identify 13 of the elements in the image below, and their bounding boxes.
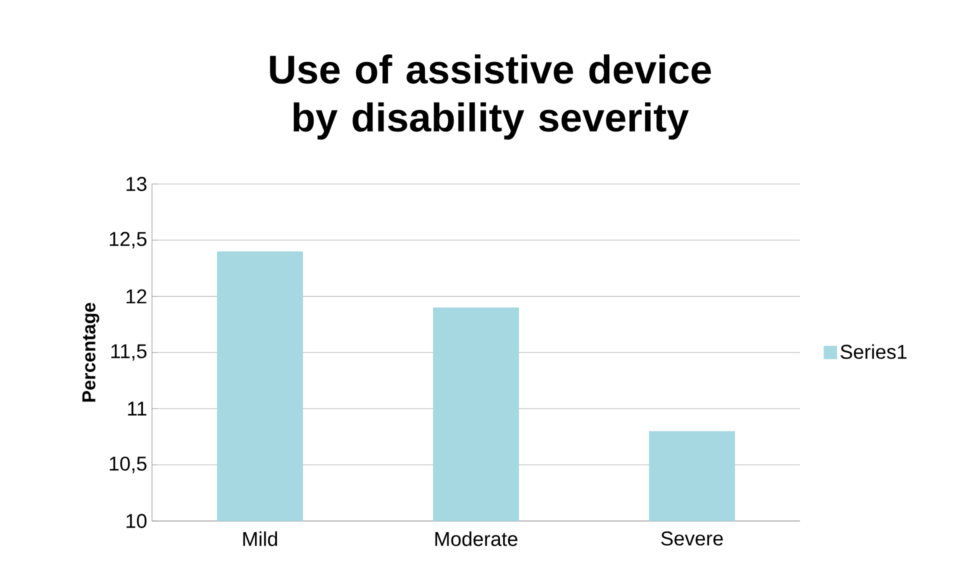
y-axis-title: Percentage	[82, 302, 100, 402]
x-tick-label: Mild	[243, 531, 278, 546]
y-tick-label: 12,5	[110, 232, 146, 248]
x-tick-label: Moderate	[435, 531, 518, 546]
chart-title: Use of assistive device by disability severity	[270, 54, 711, 140]
y-tick-label: 12	[126, 289, 146, 304]
legend-label: Series1	[840, 344, 907, 359]
y-tick-label: 13	[126, 176, 146, 192]
x-tick-label: Severe	[661, 531, 723, 546]
y-tick-label: 11	[128, 402, 146, 416]
y-tick-label: 11,5	[111, 344, 146, 361]
y-tick-label: 10	[126, 514, 146, 528]
y-tick-label: 10,5	[110, 456, 146, 474]
